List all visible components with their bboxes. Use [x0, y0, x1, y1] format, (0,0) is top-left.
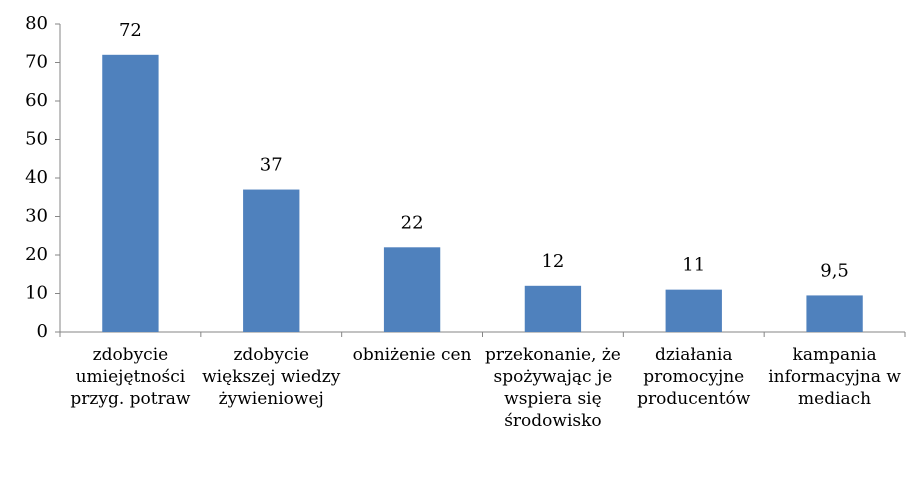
data-label: 12: [541, 251, 564, 272]
x-tick-label: działania promocyjne producentów: [637, 345, 751, 409]
bar: [102, 54, 159, 333]
bar: [383, 247, 441, 332]
y-tick-label: 50: [25, 129, 48, 150]
x-tick-label: zdobycie większej wiedzy żywieniowej: [202, 345, 341, 409]
bar: [806, 295, 863, 332]
y-tick-label: 20: [25, 244, 48, 265]
data-label: 11: [682, 255, 705, 276]
y-tick-label: 10: [25, 283, 48, 304]
x-tick-label: przekonanie, że spożywając je wspiera si…: [484, 345, 621, 431]
bar: [665, 289, 722, 332]
bar: [524, 285, 582, 332]
data-label: 37: [260, 155, 283, 176]
y-tick-label: 40: [25, 167, 48, 188]
x-tick-label: obniżenie cen: [352, 345, 472, 365]
data-label: 22: [401, 212, 424, 233]
y-tick-label: 60: [25, 90, 48, 111]
y-tick-label: 70: [25, 52, 48, 73]
y-tick-label: 0: [37, 321, 48, 342]
data-label: 72: [119, 20, 142, 41]
data-label: 9,5: [820, 260, 849, 281]
x-tick-label: kampania informacyjna w mediach: [768, 345, 901, 409]
x-tick-label: zdobycie umiejętności przyg. potraw: [70, 345, 191, 409]
y-tick-label: 30: [25, 206, 48, 227]
y-tick-label: 80: [25, 13, 48, 34]
bar: [243, 189, 300, 332]
